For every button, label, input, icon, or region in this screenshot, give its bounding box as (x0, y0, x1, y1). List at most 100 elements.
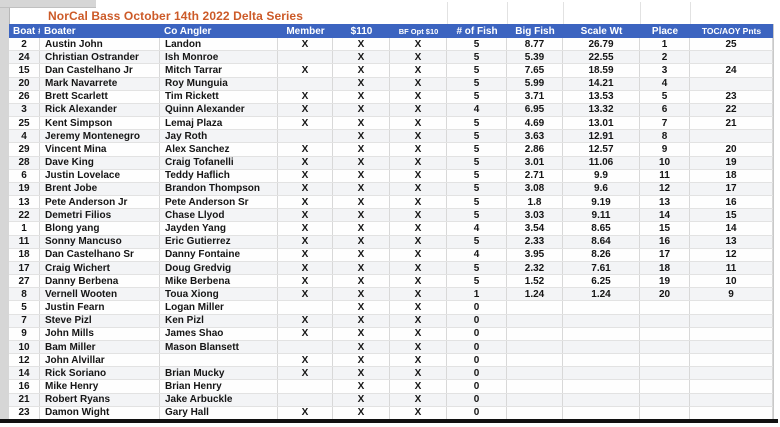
cell-place[interactable]: 1 (640, 38, 690, 51)
cell-place[interactable]: 7 (640, 117, 690, 130)
cell-member[interactable]: X (278, 406, 333, 419)
cell-boat[interactable]: 20 (9, 77, 40, 90)
cell-toc-aoy-pnts[interactable] (690, 354, 773, 367)
cell-boater[interactable]: Blong yang (40, 222, 160, 235)
cell-place[interactable] (640, 380, 690, 393)
cell-boat[interactable]: 19 (9, 182, 40, 196)
cell-bf-opt-10[interactable]: X (390, 340, 447, 354)
cell-entry-110[interactable]: X (333, 275, 390, 288)
cell-place[interactable]: 18 (640, 261, 690, 275)
header-boat[interactable]: Boat # (13, 25, 40, 37)
cell-co-angler[interactable]: Mason Blansett (160, 340, 278, 354)
cell-member[interactable]: X (278, 64, 333, 77)
cell-member[interactable] (278, 393, 333, 406)
cell-big-fish[interactable]: 2.32 (507, 261, 563, 275)
cell-member[interactable] (278, 301, 333, 314)
cell-bf-opt-10[interactable]: X (390, 156, 447, 169)
cell-scale-wt[interactable]: 6.25 (563, 275, 640, 288)
cell-co-angler[interactable]: Jake Arbuckle (160, 393, 278, 406)
cell-big-fish[interactable]: 3.95 (507, 248, 563, 261)
cell-place[interactable]: 19 (640, 275, 690, 288)
cell-num-fish[interactable]: 5 (447, 77, 507, 90)
cell-num-fish[interactable]: 5 (447, 51, 507, 64)
cell-boater[interactable]: Brett Scarlett (40, 90, 160, 103)
cell-big-fish[interactable] (507, 354, 563, 367)
cell-entry-110[interactable]: X (333, 38, 390, 51)
cell-num-fish[interactable]: 5 (447, 196, 507, 209)
cell-place[interactable]: 12 (640, 182, 690, 196)
cell-toc-aoy-pnts[interactable] (690, 393, 773, 406)
cell-boater[interactable]: Jeremy Montenegro (40, 130, 160, 143)
cell-entry-110[interactable]: X (333, 77, 390, 90)
cell-bf-opt-10[interactable]: X (390, 261, 447, 275)
cell-num-fish[interactable]: 4 (447, 222, 507, 235)
cell-entry-110[interactable]: X (333, 248, 390, 261)
cell-place[interactable]: 15 (640, 222, 690, 235)
cell-big-fish[interactable]: 5.39 (507, 51, 563, 64)
cell-boater[interactable]: Dan Castelhano Sr (40, 248, 160, 261)
cell-bf-opt-10[interactable]: X (390, 301, 447, 314)
cell-big-fish[interactable]: 2.71 (507, 169, 563, 182)
cell-boat[interactable]: 15 (9, 64, 40, 77)
cell-bf-opt-10[interactable]: X (390, 367, 447, 380)
cell-boat[interactable]: 9 (9, 327, 40, 340)
cell-num-fish[interactable]: 0 (447, 301, 507, 314)
cell-co-angler[interactable] (160, 354, 278, 367)
cell-scale-wt[interactable]: 9.9 (563, 169, 640, 182)
cell-entry-110[interactable]: X (333, 222, 390, 235)
cell-bf-opt-10[interactable]: X (390, 143, 447, 156)
cell-boater[interactable]: Vernell Wooten (40, 288, 160, 301)
cell-toc-aoy-pnts[interactable]: 24 (690, 64, 773, 77)
cell-entry-110[interactable]: X (333, 406, 390, 419)
cell-member[interactable]: X (278, 196, 333, 209)
cell-place[interactable]: 9 (640, 143, 690, 156)
header-bf-opt-10[interactable]: BF Opt $10 (398, 26, 439, 36)
cell-scale-wt[interactable]: 14.21 (563, 77, 640, 90)
cell-num-fish[interactable]: 4 (447, 248, 507, 261)
cell-place[interactable]: 5 (640, 90, 690, 103)
cell-co-angler[interactable]: Mike Berbena (160, 275, 278, 288)
cell-toc-aoy-pnts[interactable]: 23 (690, 90, 773, 103)
cell-member[interactable]: X (278, 169, 333, 182)
cell-bf-opt-10[interactable]: X (390, 288, 447, 301)
cell-place[interactable]: 4 (640, 77, 690, 90)
cell-entry-110[interactable]: X (333, 156, 390, 169)
cell-toc-aoy-pnts[interactable]: 21 (690, 117, 773, 130)
cell-toc-aoy-pnts[interactable]: 15 (690, 209, 773, 222)
cell-boat[interactable]: 6 (9, 169, 40, 182)
cell-big-fish[interactable]: 3.54 (507, 222, 563, 235)
cell-num-fish[interactable]: 5 (447, 169, 507, 182)
header-member[interactable]: Member (286, 25, 325, 37)
cell-scale-wt[interactable]: 8.65 (563, 222, 640, 235)
cell-toc-aoy-pnts[interactable] (690, 301, 773, 314)
cell-co-angler[interactable]: Landon (160, 38, 278, 51)
cell-toc-aoy-pnts[interactable]: 12 (690, 248, 773, 261)
cell-boater[interactable]: Robert Ryans (40, 393, 160, 406)
cell-boater[interactable]: Rick Alexander (40, 103, 160, 117)
cell-co-angler[interactable]: Ish Monroe (160, 51, 278, 64)
cell-scale-wt[interactable]: 12.57 (563, 143, 640, 156)
cell-num-fish[interactable]: 5 (447, 156, 507, 169)
cell-num-fish[interactable]: 0 (447, 354, 507, 367)
cell-member[interactable] (278, 380, 333, 393)
cell-big-fish[interactable] (507, 367, 563, 380)
cell-co-angler[interactable]: Roy Munguia (160, 77, 278, 90)
cell-num-fish[interactable]: 5 (447, 182, 507, 196)
cell-toc-aoy-pnts[interactable]: 17 (690, 182, 773, 196)
cell-boater[interactable]: Demetri Filios (40, 209, 160, 222)
cell-place[interactable] (640, 367, 690, 380)
cell-place[interactable]: 20 (640, 288, 690, 301)
cell-entry-110[interactable]: X (333, 393, 390, 406)
cell-boat[interactable]: 24 (9, 51, 40, 64)
cell-boater[interactable]: Bam Miller (40, 340, 160, 354)
cell-place[interactable]: 14 (640, 209, 690, 222)
cell-scale-wt[interactable]: 18.59 (563, 64, 640, 77)
cell-boater[interactable]: Pete Anderson Jr (40, 196, 160, 209)
sheet-title-cell[interactable]: NorCal Bass October 14th 2022 Delta Seri… (48, 7, 303, 24)
cell-num-fish[interactable]: 5 (447, 130, 507, 143)
cell-co-angler[interactable]: Mitch Tarrar (160, 64, 278, 77)
cell-toc-aoy-pnts[interactable]: 19 (690, 156, 773, 169)
cell-boat[interactable]: 21 (9, 393, 40, 406)
cell-boat[interactable]: 12 (9, 354, 40, 367)
cell-toc-aoy-pnts[interactable] (690, 51, 773, 64)
